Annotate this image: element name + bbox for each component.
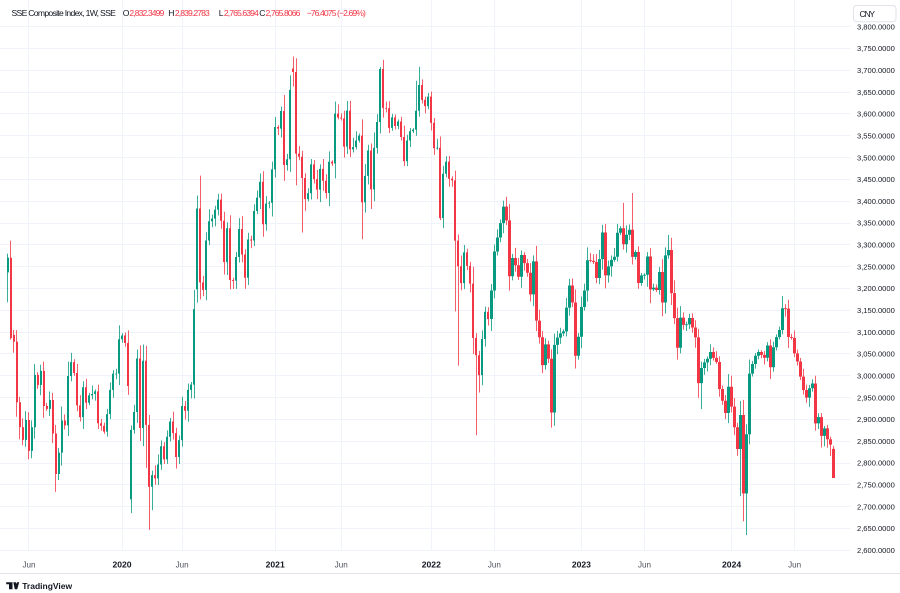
svg-text:2,750.0000: 2,750.0000 — [857, 481, 895, 490]
svg-text:3,800.0000: 3,800.0000 — [857, 22, 895, 31]
svg-text:3,050.0000: 3,050.0000 — [857, 350, 895, 359]
svg-text:CNY: CNY — [860, 9, 876, 19]
svg-text:2021: 2021 — [266, 559, 285, 569]
svg-text:2,950.0000: 2,950.0000 — [857, 393, 895, 402]
svg-text:Jun: Jun — [638, 560, 651, 569]
svg-text:2,650.0000: 2,650.0000 — [857, 524, 895, 533]
svg-text:Jun: Jun — [22, 560, 35, 569]
svg-text:3,400.0000: 3,400.0000 — [857, 197, 895, 206]
svg-text:2,850.0000: 2,850.0000 — [857, 437, 895, 446]
svg-text:3,000.0000: 3,000.0000 — [857, 372, 895, 381]
svg-text:3,650.0000: 3,650.0000 — [857, 88, 895, 97]
svg-text:2,600.0000: 2,600.0000 — [857, 546, 895, 555]
svg-text:3,450.0000: 3,450.0000 — [857, 175, 895, 184]
svg-text:3,250.0000: 3,250.0000 — [857, 262, 895, 271]
svg-text:2,700.0000: 2,700.0000 — [857, 502, 895, 511]
svg-text:Jun: Jun — [176, 560, 189, 569]
svg-text:2024: 2024 — [722, 559, 741, 569]
svg-text:3,750.0000: 3,750.0000 — [857, 44, 895, 53]
svg-text:Jun: Jun — [788, 560, 801, 569]
svg-text:2020: 2020 — [112, 559, 131, 569]
svg-text:2,900.0000: 2,900.0000 — [857, 415, 895, 424]
svg-text:3,300.0000: 3,300.0000 — [857, 241, 895, 250]
svg-text:3,550.0000: 3,550.0000 — [857, 132, 895, 141]
svg-text:2022: 2022 — [422, 559, 441, 569]
svg-text:TradingView: TradingView — [22, 581, 72, 591]
svg-text:3,200.0000: 3,200.0000 — [857, 284, 895, 293]
svg-text:2,800.0000: 2,800.0000 — [857, 459, 895, 468]
svg-text:2023: 2023 — [572, 559, 591, 569]
svg-text:3,700.0000: 3,700.0000 — [857, 66, 895, 75]
svg-text:Jun: Jun — [335, 560, 348, 569]
svg-text:3,350.0000: 3,350.0000 — [857, 219, 895, 228]
svg-text:Jun: Jun — [488, 560, 501, 569]
svg-text:3,100.0000: 3,100.0000 — [857, 328, 895, 337]
svg-text:3,150.0000: 3,150.0000 — [857, 306, 895, 315]
svg-text:3,600.0000: 3,600.0000 — [857, 110, 895, 119]
svg-text:3,500.0000: 3,500.0000 — [857, 153, 895, 162]
